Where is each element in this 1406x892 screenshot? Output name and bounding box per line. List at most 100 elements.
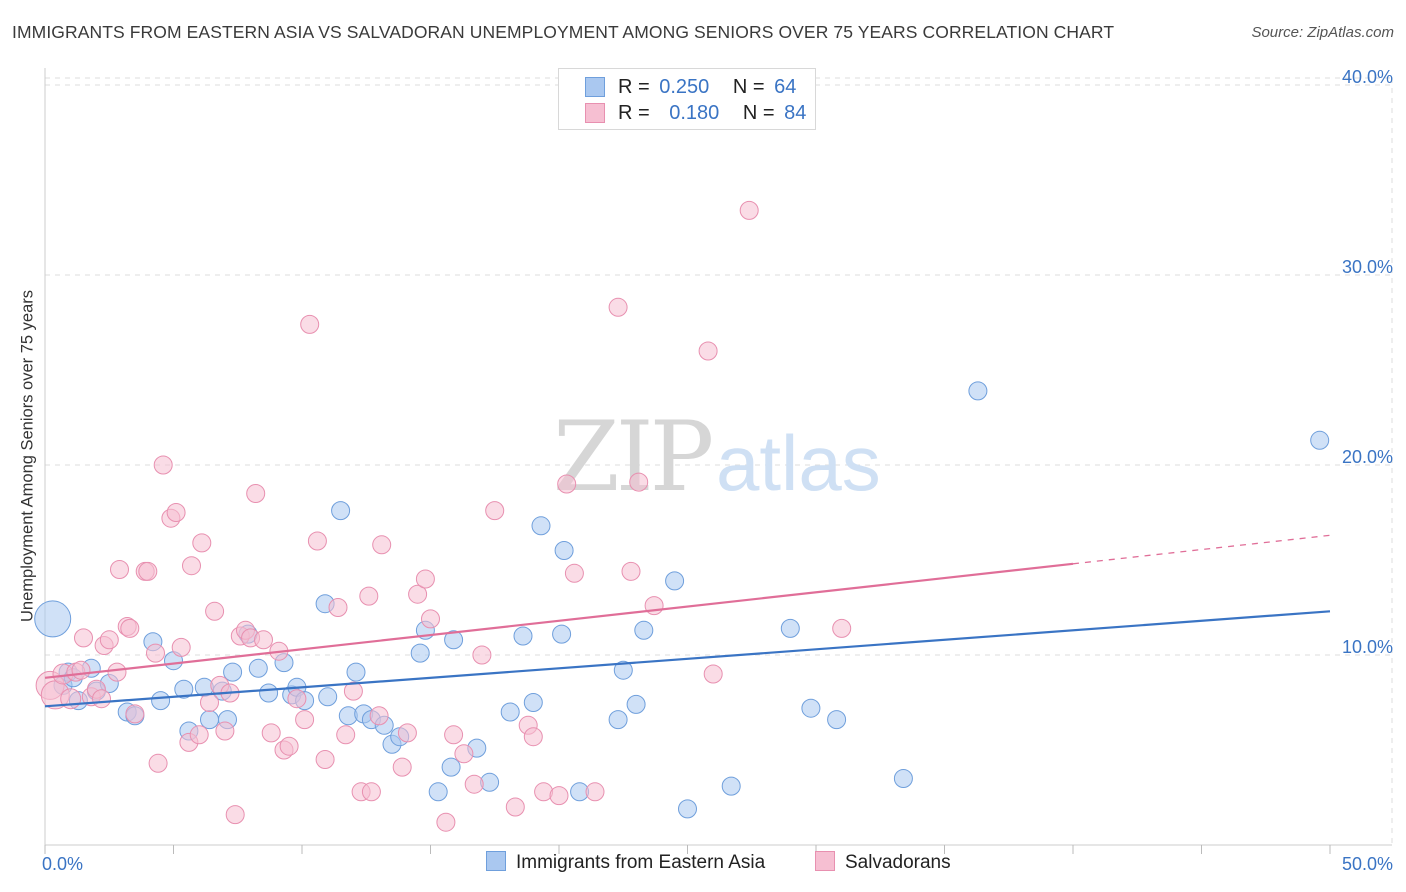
point-eastern-asia — [634, 620, 654, 640]
x-tick-label: 0.0% — [42, 854, 83, 874]
point-salvadoran — [739, 200, 759, 220]
axes — [44, 68, 1392, 854]
point-salvadoran — [629, 472, 649, 492]
point-salvadoran — [295, 710, 315, 730]
legend-swatch-blue — [585, 77, 605, 97]
point-eastern-asia — [721, 776, 741, 796]
data-points — [34, 200, 1330, 832]
point-salvadoran — [110, 560, 129, 579]
point-salvadoran — [454, 744, 474, 764]
point-salvadoran — [92, 689, 111, 709]
legend-swatch-blue — [486, 851, 506, 871]
point-salvadoran — [557, 474, 577, 494]
point-salvadoran — [505, 797, 525, 817]
point-salvadoran — [585, 782, 605, 802]
point-eastern-asia — [500, 702, 520, 722]
point-salvadoran — [153, 455, 173, 475]
point-salvadoran — [485, 501, 505, 521]
point-eastern-asia — [318, 687, 338, 707]
correlation-legend: R = 0.250 N = 64 R = 0.180 N = 84 — [558, 68, 816, 130]
y-tick-label: 10.0% — [1342, 637, 1393, 657]
trend-line-salvadorans-extension — [1072, 534, 1331, 565]
legend-swatch-pink — [815, 851, 835, 871]
point-salvadoran — [436, 812, 456, 832]
point-eastern-asia — [410, 643, 430, 663]
point-salvadoran — [397, 723, 417, 743]
point-eastern-asia — [441, 757, 461, 777]
point-salvadoran — [415, 569, 435, 589]
point-salvadoran — [307, 531, 327, 551]
y-tick-label: 40.0% — [1342, 67, 1393, 87]
point-eastern-asia — [223, 662, 243, 682]
y-tick-label: 20.0% — [1342, 447, 1393, 467]
watermark-zip: ZIP — [553, 401, 712, 513]
legend-label: Salvadorans — [845, 852, 951, 873]
point-salvadoran — [392, 757, 412, 777]
point-salvadoran — [421, 609, 440, 629]
point-salvadoran — [287, 689, 307, 709]
point-salvadoran — [107, 662, 127, 682]
legend-label: Immigrants from Eastern Asia — [516, 852, 766, 873]
point-eastern-asia — [554, 541, 574, 560]
trend-line-eastern-asia — [44, 610, 1331, 708]
trend-line-salvadorans — [44, 562, 1074, 679]
point-salvadoran — [71, 660, 91, 680]
point-salvadoran — [464, 774, 484, 794]
point-eastern-asia — [531, 516, 551, 536]
point-salvadoran — [343, 681, 363, 701]
point-eastern-asia — [552, 624, 572, 644]
point-eastern-asia — [968, 381, 988, 401]
point-eastern-asia — [608, 710, 628, 730]
point-salvadoran — [369, 706, 389, 726]
n-label: N = — [732, 76, 765, 98]
point-eastern-asia — [678, 799, 697, 819]
point-salvadoran — [166, 503, 186, 522]
watermark-atlas: atlas — [716, 419, 881, 507]
point-salvadoran — [246, 484, 266, 503]
point-salvadoran — [523, 727, 543, 747]
point-salvadoran — [200, 693, 219, 712]
point-eastern-asia — [444, 630, 464, 650]
point-salvadoran — [408, 584, 428, 604]
point-salvadoran — [205, 601, 225, 621]
point-eastern-asia — [346, 662, 366, 682]
point-salvadoran — [146, 643, 165, 663]
n-value: 64 — [774, 76, 797, 98]
point-salvadoran — [336, 725, 356, 745]
point-salvadoran — [359, 586, 379, 606]
legend-item-salvadorans: Salvadorans — [815, 851, 951, 874]
point-eastern-asia — [827, 710, 847, 730]
point-eastern-asia — [523, 693, 543, 712]
source-credit: Source: ZipAtlas.com — [1251, 24, 1394, 41]
point-salvadoran — [189, 725, 209, 745]
point-salvadoran — [621, 561, 641, 581]
point-salvadoran — [125, 704, 145, 724]
point-eastern-asia — [248, 658, 268, 678]
point-salvadoran — [74, 628, 93, 648]
r-value: 0.250 — [659, 76, 710, 98]
point-salvadoran — [148, 753, 168, 773]
point-salvadoran — [225, 805, 245, 825]
point-eastern-asia — [1310, 430, 1330, 450]
tick-labels: 10.0% 20.0% 30.0% 40.0% 0.0% 50.0% — [42, 67, 1393, 874]
point-salvadoran — [703, 664, 723, 684]
r-value: 0.180 — [669, 102, 720, 124]
r-label: R = — [618, 102, 650, 124]
point-salvadoran — [608, 297, 628, 317]
watermark: ZIP atlas — [553, 401, 881, 513]
point-eastern-asia — [200, 710, 219, 730]
point-salvadoran — [549, 786, 569, 806]
point-eastern-asia — [259, 683, 279, 703]
gridlines — [45, 77, 1393, 845]
point-salvadoran — [171, 637, 191, 657]
point-salvadoran — [472, 645, 492, 665]
point-salvadoran — [138, 561, 158, 581]
n-value: 84 — [784, 102, 807, 124]
point-salvadoran — [832, 618, 852, 638]
point-salvadoran — [300, 314, 320, 334]
chart-title: IMMIGRANTS FROM EASTERN ASIA VS SALVADOR… — [12, 22, 1115, 42]
y-tick-label: 30.0% — [1342, 257, 1393, 277]
point-salvadoran — [99, 630, 119, 650]
point-eastern-asia — [801, 698, 821, 718]
